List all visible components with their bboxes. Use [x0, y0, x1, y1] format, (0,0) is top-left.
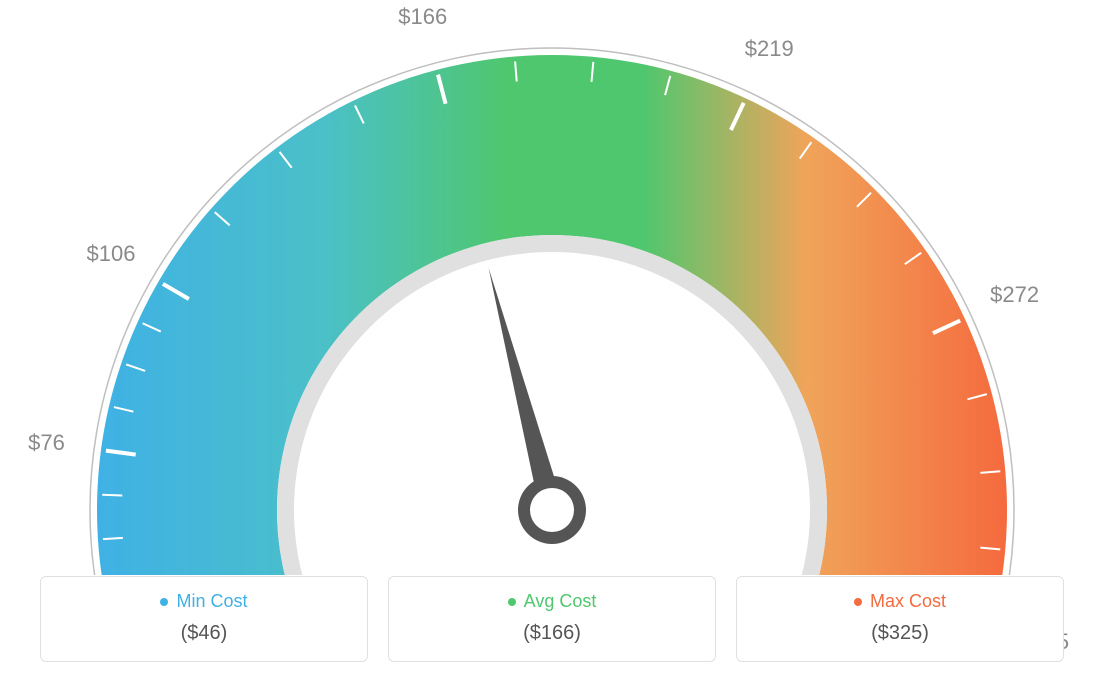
legend-label-min: Min Cost [176, 591, 247, 612]
legend-card-min: Min Cost ($46) [40, 576, 368, 662]
legend-dot-avg [508, 598, 516, 606]
legend-title-min: Min Cost [160, 591, 247, 612]
legend-label-avg: Avg Cost [524, 591, 597, 612]
gauge-hub-inner [530, 488, 574, 532]
gauge-tick-label: $76 [28, 430, 65, 456]
legend-dot-min [160, 598, 168, 606]
gauge-tick-minor [103, 538, 123, 539]
legend-label-max: Max Cost [870, 591, 946, 612]
gauge-area: $46$76$106$166$219$272$325 [0, 0, 1104, 560]
legend-value-min: ($46) [53, 622, 355, 645]
gauge-tick-label: $219 [745, 36, 794, 62]
gauge-tick-label: $272 [990, 282, 1039, 308]
gauge-tick-minor [102, 495, 122, 496]
gauge-svg [0, 0, 1104, 575]
legend-dot-max [854, 598, 862, 606]
legend-title-avg: Avg Cost [508, 591, 597, 612]
legend-row: Min Cost ($46) Avg Cost ($166) Max Cost … [40, 576, 1064, 662]
gauge-chart: $46$76$106$166$219$272$325 Min Cost ($46… [0, 0, 1104, 690]
legend-value-max: ($325) [749, 622, 1051, 645]
gauge-tick-label: $106 [87, 241, 136, 267]
legend-title-max: Max Cost [854, 591, 946, 612]
legend-card-max: Max Cost ($325) [736, 576, 1064, 662]
gauge-tick-label: $166 [398, 4, 447, 30]
legend-value-avg: ($166) [401, 622, 703, 645]
legend-card-avg: Avg Cost ($166) [388, 576, 716, 662]
